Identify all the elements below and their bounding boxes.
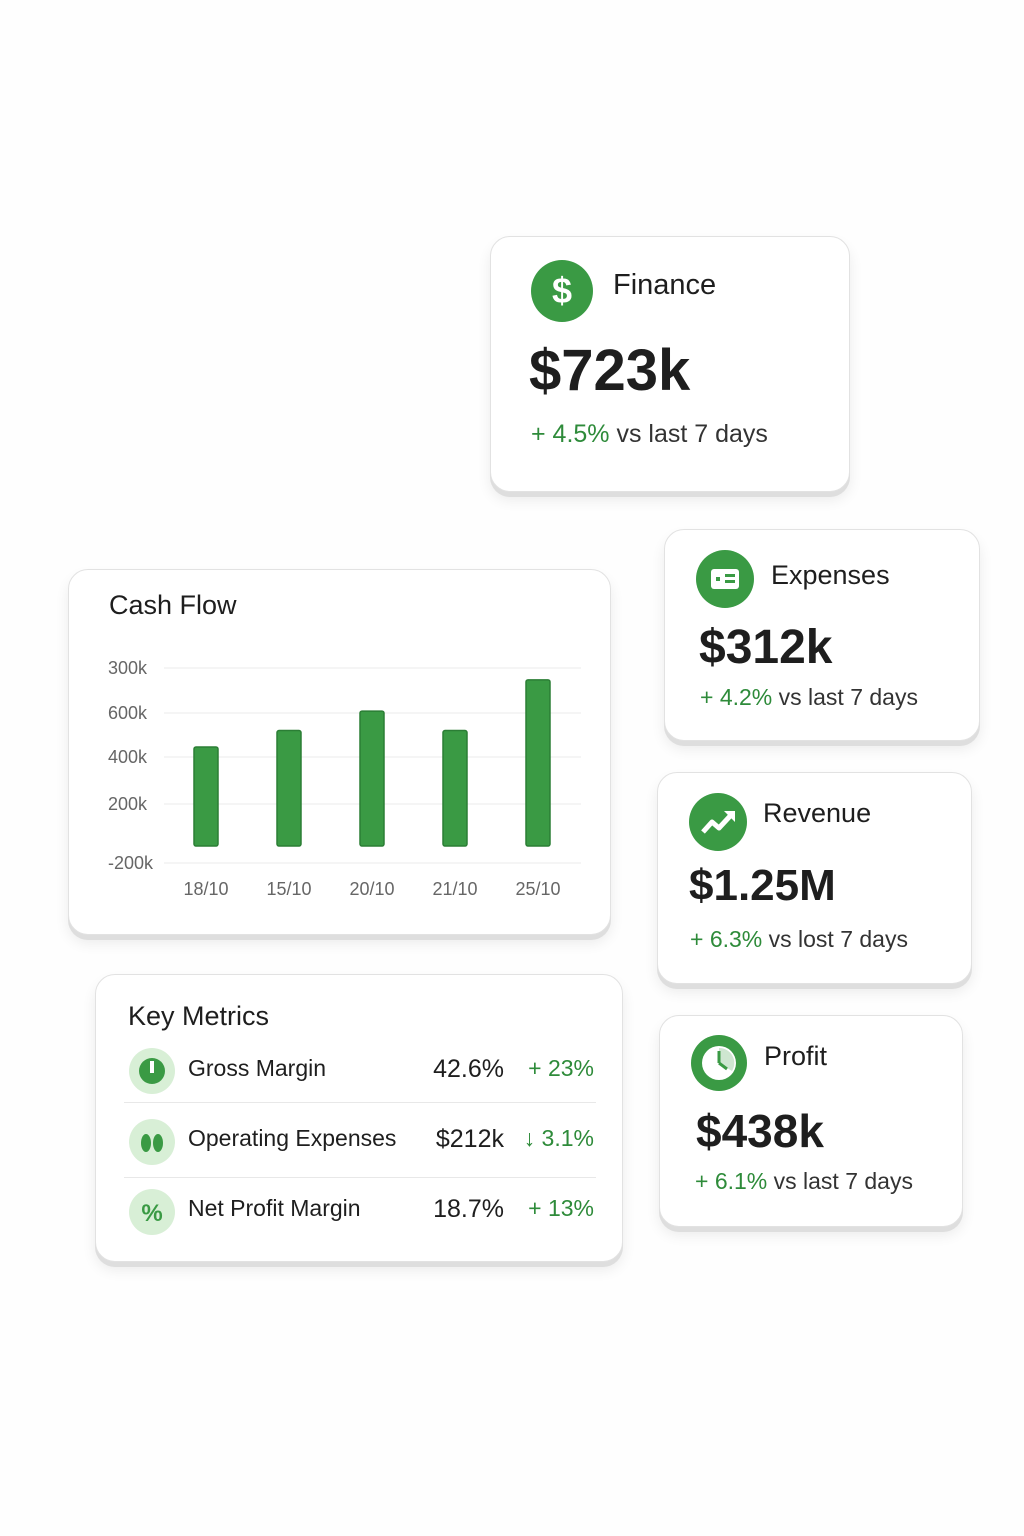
bar xyxy=(193,746,219,847)
profit-card: Profit $438k + 6.1% vs last 7 days xyxy=(659,1015,963,1227)
metric-change: ↓ 3.1% xyxy=(523,1125,594,1151)
bar xyxy=(359,710,385,847)
expenses-card: Expenses $312k + 4.2% vs last 7 days xyxy=(664,529,980,741)
metric-label: Gross Margin xyxy=(188,1055,327,1081)
trend-icon xyxy=(689,793,747,851)
card-suffix: vs lost 7 days xyxy=(768,926,908,952)
card-change: + 6.3% xyxy=(690,926,763,952)
card-title: Finance xyxy=(613,269,717,301)
metric-value: 18.7% xyxy=(433,1195,504,1223)
card-value: $312k xyxy=(699,621,833,674)
metric-label: Operating Expenses xyxy=(188,1125,397,1151)
dollar-icon: $ xyxy=(531,260,593,322)
y-axis-label: 600k xyxy=(108,703,148,723)
y-axis-label: 400k xyxy=(108,747,148,767)
metric-change: + 23% xyxy=(528,1055,594,1081)
card-value: $723k xyxy=(529,338,691,403)
card-change: + 6.1% xyxy=(695,1168,768,1194)
card-change: + 4.5% xyxy=(531,420,610,448)
finance-card: $ Finance $723k + 4.5% vs last 7 days xyxy=(490,236,850,492)
card-suffix: vs last 7 days xyxy=(773,1168,913,1194)
card-title: Expenses xyxy=(771,560,890,590)
metric-label: Net Profit Margin xyxy=(188,1195,361,1221)
x-tick-label: 25/10 xyxy=(515,879,560,899)
gauge-icon xyxy=(129,1048,175,1094)
clock-icon xyxy=(691,1035,747,1091)
key-metrics-card: Key Metrics % Gross Margin 42.6% + 23% Oper… xyxy=(95,974,623,1262)
x-tick-label: 20/10 xyxy=(349,879,394,899)
y-axis-label: 300k xyxy=(108,658,148,678)
card-suffix: vs last 7 days xyxy=(778,684,918,710)
chart-title: Cash Flow xyxy=(109,590,237,620)
bar xyxy=(442,729,468,847)
metric-value: 42.6% xyxy=(433,1055,504,1083)
card-change: + 4.2% xyxy=(700,684,773,710)
card-title: Revenue xyxy=(763,798,872,828)
y-axis-label: -200k xyxy=(108,853,154,873)
wallet-icon xyxy=(696,550,754,608)
svg-text:%: % xyxy=(141,1200,162,1227)
y-axis-label: 200k xyxy=(108,794,148,814)
coins-icon xyxy=(129,1119,175,1165)
card-title: Profit xyxy=(764,1041,828,1071)
metrics-title: Key Metrics xyxy=(128,1001,270,1031)
x-tick-label: 15/10 xyxy=(266,879,311,899)
metric-value: $212k xyxy=(435,1125,504,1153)
bar xyxy=(525,679,551,847)
svg-text:$: $ xyxy=(552,270,572,311)
x-tick-label: 21/10 xyxy=(432,879,477,899)
bar xyxy=(276,729,302,847)
card-value: $1.25M xyxy=(689,861,836,910)
cash-flow-card: Cash Flow 300k 600k 400k 200k -200k 18/10 15/1… xyxy=(68,569,611,935)
percent-icon: % xyxy=(129,1189,175,1235)
x-tick-label: 18/10 xyxy=(183,879,228,899)
card-suffix: vs last 7 days xyxy=(616,420,768,448)
metric-change: + 13% xyxy=(528,1195,594,1221)
card-value: $438k xyxy=(696,1105,824,1157)
chart: Cash Flow 300k 600k 400k 200k -200k 18/10 15/1… xyxy=(108,590,581,899)
revenue-card: Revenue $1.25M + 6.3% vs lost 7 days xyxy=(657,772,972,984)
